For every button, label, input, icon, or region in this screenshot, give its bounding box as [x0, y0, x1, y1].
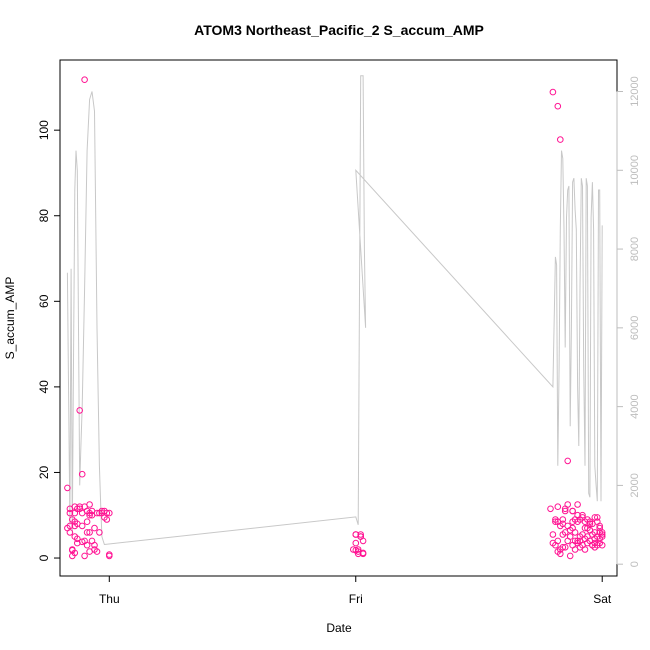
- data-point: [103, 516, 111, 523]
- data-point: [552, 518, 559, 526]
- data-point: [74, 535, 81, 543]
- x-tick-label: Thu: [99, 592, 120, 606]
- y-axis-label: S_accum_AMP: [3, 277, 17, 360]
- data-point: [554, 102, 562, 110]
- data-point: [549, 531, 557, 538]
- data-point: [71, 522, 79, 530]
- data-point: [557, 136, 564, 143]
- x-tick-label: Fri: [349, 592, 363, 606]
- data-point: [81, 552, 88, 560]
- data-point: [69, 552, 76, 560]
- series-line: [66, 75, 603, 545]
- data-point: [559, 544, 567, 551]
- chart-title: ATOM3 Northeast_Pacific_2 S_accum_AMP: [194, 22, 484, 38]
- data-point: [354, 546, 362, 553]
- data-point: [549, 88, 557, 96]
- data-point: [554, 537, 562, 545]
- y2-tick-label: 12000: [629, 76, 641, 107]
- data-point: [554, 548, 562, 555]
- axis-layer: 0 20 40 60 80 100 0 2000 4000 6000 8000 10000 12000 T…: [37, 76, 641, 606]
- x-tick-label: Sat: [593, 592, 612, 606]
- y2-tick-label: 6000: [629, 316, 641, 340]
- data-point: [86, 501, 93, 508]
- y-tick-label: 60: [37, 294, 51, 308]
- line-layer: [66, 75, 603, 545]
- data-point: [86, 529, 93, 536]
- data-point: [586, 518, 594, 526]
- data-point: [594, 514, 601, 521]
- data-point: [581, 535, 589, 543]
- data-point: [586, 526, 594, 534]
- data-point: [81, 76, 88, 83]
- point-layer: [64, 76, 606, 560]
- data-point: [64, 484, 71, 492]
- data-point: [83, 529, 91, 536]
- data-point: [83, 518, 91, 526]
- data-point: [86, 511, 93, 519]
- data-point: [76, 503, 83, 511]
- y2-tick-label: 10000: [629, 155, 641, 186]
- data-point: [69, 546, 76, 553]
- data-point: [561, 544, 569, 551]
- data-point: [574, 537, 581, 545]
- data-point: [66, 522, 74, 530]
- data-point: [76, 407, 83, 414]
- data-point: [91, 524, 98, 532]
- data-point: [103, 509, 111, 517]
- data-point: [93, 548, 101, 555]
- data-point: [559, 516, 567, 523]
- data-point: [559, 531, 567, 538]
- data-point: [566, 552, 574, 560]
- data-point: [581, 546, 589, 553]
- data-point: [66, 529, 74, 536]
- data-point: [569, 507, 576, 515]
- y-tick-label: 80: [37, 209, 51, 223]
- data-point: [78, 522, 86, 530]
- y2-tick-label: 2000: [629, 473, 641, 497]
- data-point: [81, 537, 88, 545]
- x-axis-label: Date: [326, 621, 352, 635]
- data-point: [554, 503, 562, 511]
- data-point: [86, 509, 93, 517]
- data-point: [71, 518, 79, 526]
- data-point: [106, 509, 113, 517]
- data-point: [596, 522, 604, 530]
- data-point: [96, 529, 103, 536]
- y-tick-label: 100: [37, 120, 51, 140]
- data-point: [359, 537, 367, 545]
- data-point: [564, 501, 572, 508]
- data-point: [357, 531, 365, 538]
- data-point: [571, 529, 579, 536]
- data-point: [78, 470, 86, 478]
- data-point: [561, 507, 569, 515]
- data-point: [106, 552, 113, 560]
- y2-tick-label: 0: [629, 561, 641, 567]
- data-point: [571, 537, 579, 545]
- data-point: [352, 539, 360, 547]
- plot-frame: [59, 59, 618, 577]
- data-point: [591, 539, 599, 547]
- y2-tick-label: 8000: [629, 237, 641, 261]
- data-point: [591, 535, 599, 543]
- data-point: [598, 541, 606, 549]
- data-point: [566, 533, 574, 540]
- data-point: [598, 529, 606, 536]
- data-point: [579, 511, 586, 519]
- y-tick-label: 0: [37, 554, 51, 561]
- y-tick-label: 20: [37, 465, 51, 479]
- y-tick-label: 40: [37, 380, 51, 394]
- data-point: [574, 501, 581, 508]
- data-point: [359, 549, 367, 557]
- data-point: [66, 509, 74, 517]
- y2-tick-label: 4000: [629, 394, 641, 418]
- data-point: [564, 457, 572, 465]
- data-point: [598, 531, 606, 538]
- data-point: [547, 505, 554, 513]
- data-point: [91, 541, 98, 549]
